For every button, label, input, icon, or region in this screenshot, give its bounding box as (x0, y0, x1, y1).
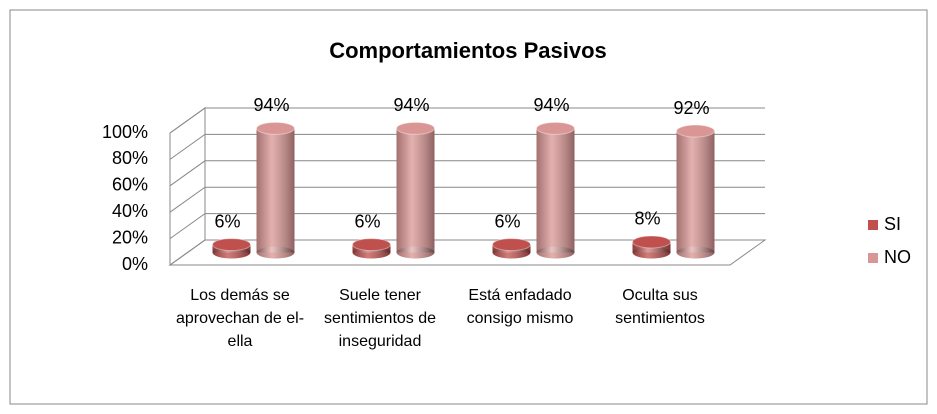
value-label: 94% (393, 95, 429, 115)
bar-base-shade (256, 246, 295, 259)
bar-base-shade (632, 246, 671, 259)
bar (492, 238, 531, 259)
bar-top (256, 121, 295, 135)
chart-title: Comportamientos Pasivos (329, 38, 607, 63)
bar (632, 235, 671, 259)
x-tick-label: Está enfadado consigo mismo (466, 287, 574, 327)
bar-shade (676, 131, 715, 253)
y-tick-label: 60% (112, 175, 148, 195)
bar-top (632, 235, 671, 249)
x-tick-label: Los demás se aprovechan de el-ella (175, 287, 305, 350)
value-label: 92% (673, 98, 709, 118)
value-label: 94% (533, 95, 569, 115)
grid-line (169, 213, 765, 240)
y-tick-label: 20% (112, 227, 148, 247)
x-tick-label: Suele tener sentimientos de inseguridad (323, 287, 437, 350)
value-label: 6% (354, 211, 380, 231)
bar-top (492, 238, 531, 252)
bar-top (352, 238, 391, 252)
bar (676, 124, 715, 259)
chart-border (9, 9, 928, 405)
grid-line (169, 186, 765, 213)
bar (212, 238, 251, 259)
y-tick-label: 0% (122, 254, 148, 274)
bar (352, 238, 391, 259)
y-tick-label: 100% (102, 122, 148, 142)
bar-base-shade (676, 246, 715, 259)
bar-base-shade (536, 246, 575, 259)
bar (536, 121, 575, 259)
bar-top (536, 121, 575, 135)
value-label: 8% (634, 209, 660, 229)
value-label: 6% (494, 211, 520, 231)
value-label: 6% (214, 211, 240, 231)
bar-shade (396, 128, 435, 253)
grid-line (169, 160, 765, 187)
bar-shade (536, 128, 575, 253)
side-wall (169, 107, 206, 266)
bar-top (212, 238, 251, 252)
grid-line (169, 107, 765, 134)
x-tick-label: Oculta sus sentimientos (615, 287, 705, 327)
bar (396, 121, 435, 259)
y-tick-label: 80% (112, 148, 148, 168)
bar-base-shade (396, 246, 435, 259)
bar-top (396, 121, 435, 135)
bar-top (676, 124, 715, 138)
grid-line (169, 239, 765, 266)
legend-swatch (868, 253, 878, 263)
bar (256, 121, 295, 259)
legend-swatch (868, 220, 878, 230)
legend-label: SI (884, 214, 901, 234)
value-label: 94% (253, 95, 289, 115)
legend-label: NO (884, 247, 911, 267)
grid-line (169, 133, 765, 160)
y-tick-label: 40% (112, 201, 148, 221)
bar-shade (256, 128, 295, 253)
